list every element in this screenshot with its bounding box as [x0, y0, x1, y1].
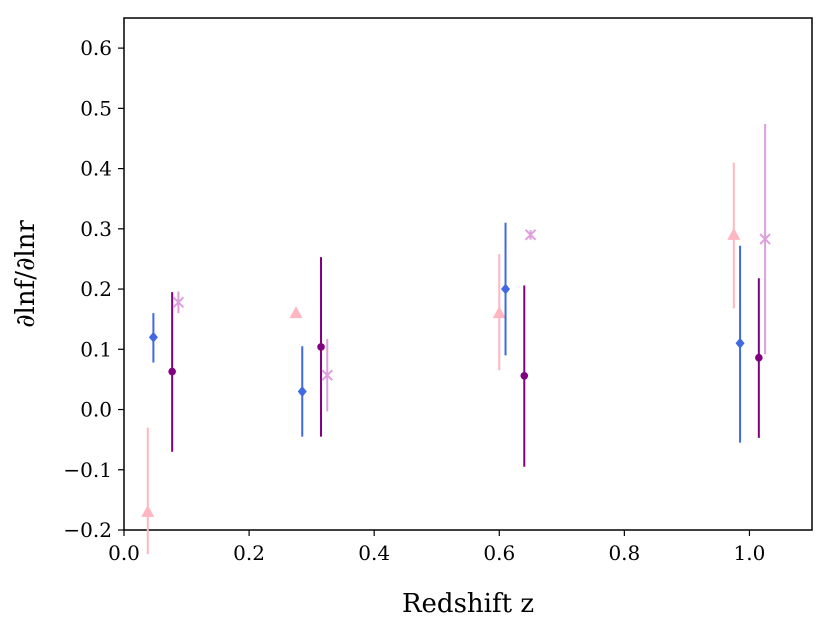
- triangle-point: [727, 227, 741, 240]
- x-axis: 0.0 0.2 0.4 0.6 0.8 1.0: [108, 530, 765, 565]
- diamond-point: [501, 283, 511, 295]
- y-tick-label: 0.4: [80, 157, 112, 181]
- diamond-point: [735, 337, 745, 349]
- triangle-point: [141, 504, 155, 517]
- y-axis-label: ∂lnf/∂lnr: [11, 220, 41, 328]
- y-tick-label: 0.1: [80, 337, 112, 361]
- x-point: [524, 229, 537, 241]
- x-tick-label: 0.8: [608, 541, 640, 565]
- y-tick-label: −0.2: [63, 518, 112, 542]
- y-tick-label: 0.0: [80, 398, 112, 422]
- y-tick-label: 0.3: [80, 217, 112, 241]
- circle-point: [168, 367, 176, 376]
- x-point: [172, 296, 185, 309]
- x-tick-label: 0.6: [483, 541, 515, 565]
- x-tick-label: 0.2: [233, 541, 265, 565]
- plot-frame: [123, 17, 813, 531]
- circle-point: [317, 343, 325, 351]
- x-tick-label: 0.4: [358, 541, 390, 565]
- x-point: [321, 369, 333, 381]
- x-axis-label: Redshift z: [402, 589, 534, 619]
- data-marks: [141, 124, 771, 555]
- circle-point: [520, 371, 529, 380]
- triangle-point: [289, 306, 303, 319]
- x-tick-label: 1.0: [734, 541, 766, 565]
- diamond-point: [148, 331, 158, 343]
- diamond-point: [297, 385, 307, 397]
- triangle-point: [492, 306, 506, 319]
- x-tick-label: 0.0: [108, 541, 140, 565]
- y-tick-label: 0.5: [80, 96, 112, 120]
- y-axis: −0.2 −0.1 0.0 0.1 0.2 0.3 0.4 0.5 0.6: [63, 36, 124, 542]
- x-point: [759, 233, 771, 245]
- y-tick-label: −0.1: [63, 458, 112, 482]
- y-tick-label: 0.6: [80, 36, 112, 60]
- circle-point: [755, 353, 763, 362]
- y-tick-label: 0.2: [80, 277, 112, 301]
